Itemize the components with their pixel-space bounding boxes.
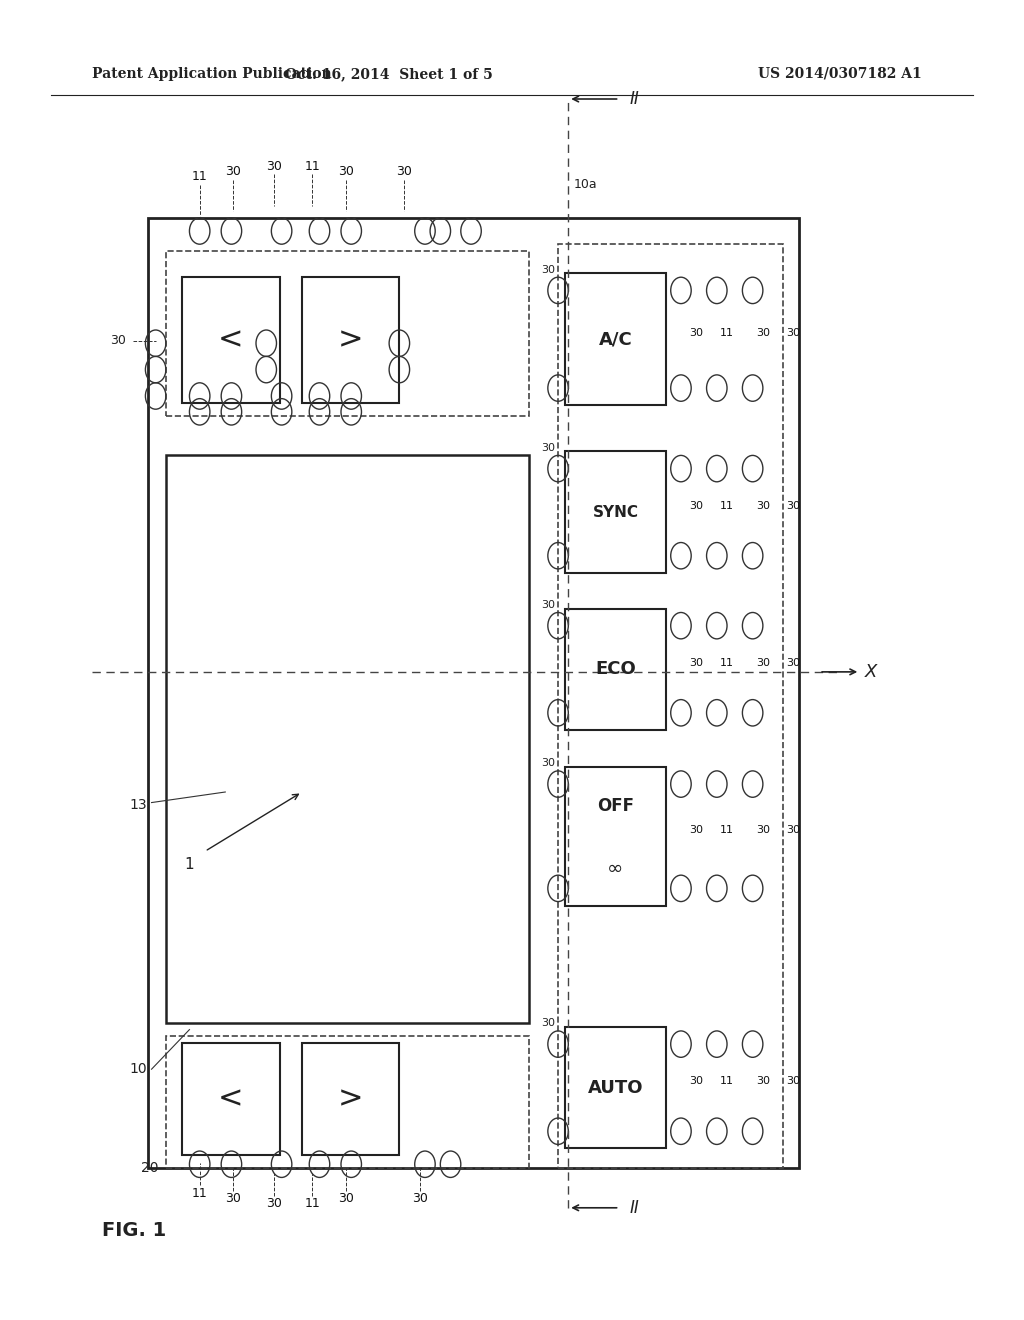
Text: 30: 30 [225, 1192, 242, 1205]
Text: II: II [630, 90, 640, 108]
Text: OFF: OFF [597, 797, 634, 814]
Text: 30: 30 [541, 442, 555, 453]
Text: 11: 11 [304, 160, 321, 173]
Text: 30: 30 [689, 825, 703, 834]
Text: 30: 30 [266, 1197, 283, 1210]
Text: 30: 30 [266, 160, 283, 173]
Text: 11: 11 [191, 170, 208, 183]
Text: 30: 30 [786, 657, 801, 668]
Text: 10: 10 [129, 1063, 147, 1076]
Text: 10a: 10a [573, 178, 597, 191]
Text: 30: 30 [110, 334, 126, 347]
Text: SYNC: SYNC [593, 504, 638, 520]
Text: 30: 30 [756, 657, 770, 668]
Text: 30: 30 [786, 825, 801, 834]
Text: 30: 30 [689, 1076, 703, 1086]
Text: ∞: ∞ [607, 858, 624, 878]
Text: 11: 11 [191, 1187, 208, 1200]
Text: X: X [865, 663, 878, 681]
Text: ECO: ECO [595, 660, 636, 678]
Text: 30: 30 [689, 657, 703, 668]
Text: 30: 30 [689, 327, 703, 338]
Text: Oct. 16, 2014  Sheet 1 of 5: Oct. 16, 2014 Sheet 1 of 5 [286, 67, 493, 81]
Text: 30: 30 [225, 165, 242, 178]
Text: 1: 1 [184, 857, 195, 873]
Text: 20: 20 [141, 1162, 159, 1175]
Text: 30: 30 [689, 500, 703, 511]
Text: 30: 30 [786, 327, 801, 338]
Text: <: < [218, 326, 244, 354]
Text: 30: 30 [756, 500, 770, 511]
Text: >: > [338, 326, 364, 354]
Text: 30: 30 [541, 758, 555, 768]
Text: 30: 30 [756, 1076, 770, 1086]
Text: 30: 30 [756, 825, 770, 834]
Text: 30: 30 [338, 1192, 354, 1205]
Text: 30: 30 [338, 165, 354, 178]
Text: 11: 11 [720, 500, 734, 511]
Text: 30: 30 [541, 599, 555, 610]
Text: 11: 11 [720, 1076, 734, 1086]
Text: 11: 11 [304, 1197, 321, 1210]
Text: 30: 30 [541, 1018, 555, 1028]
Text: 30: 30 [756, 327, 770, 338]
Text: II: II [630, 1199, 640, 1217]
Text: >: > [338, 1085, 364, 1113]
Text: Patent Application Publication: Patent Application Publication [92, 67, 332, 81]
Text: 11: 11 [720, 657, 734, 668]
Text: A/C: A/C [599, 330, 632, 348]
Text: 30: 30 [396, 165, 413, 178]
Text: 30: 30 [786, 500, 801, 511]
Text: <: < [218, 1085, 244, 1113]
Text: AUTO: AUTO [588, 1078, 643, 1097]
Text: 30: 30 [541, 264, 555, 275]
Text: 11: 11 [720, 327, 734, 338]
Text: 30: 30 [786, 1076, 801, 1086]
Text: US 2014/0307182 A1: US 2014/0307182 A1 [758, 67, 922, 81]
Text: 13: 13 [129, 799, 147, 812]
Text: FIG. 1: FIG. 1 [102, 1221, 167, 1239]
Text: 30: 30 [412, 1192, 428, 1205]
Text: 11: 11 [720, 825, 734, 834]
